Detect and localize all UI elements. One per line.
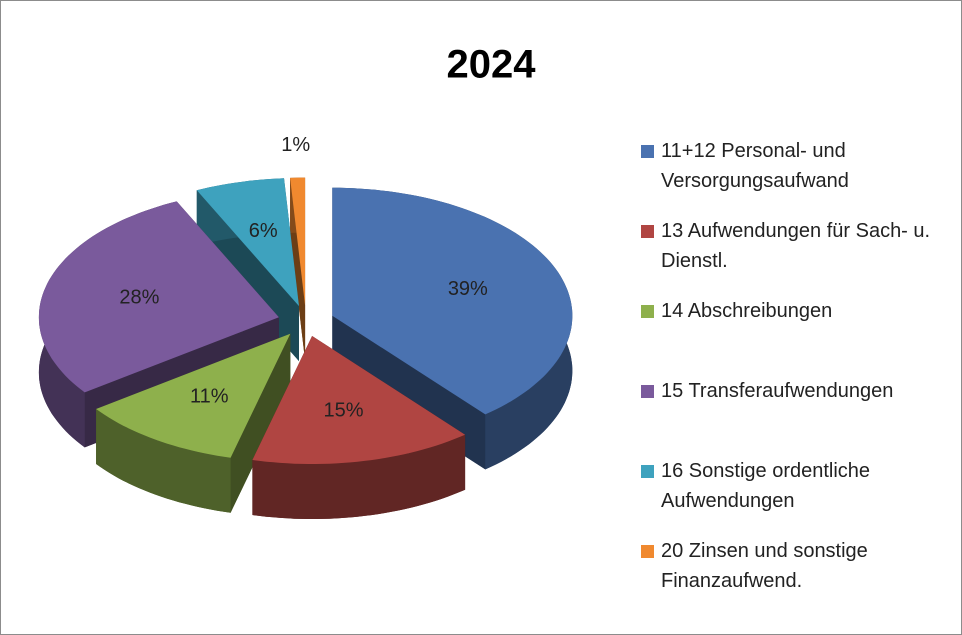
legend-item: 13 Aufwendungen für Sach- u. Dienstl. (641, 216, 941, 296)
legend-item: 16 Sonstige ordentliche Aufwendungen (641, 456, 941, 536)
slice-rim (96, 409, 231, 513)
pie-slice (38, 201, 279, 448)
legend-swatch (641, 465, 654, 478)
slice-top (196, 178, 299, 307)
slice-top (252, 336, 466, 464)
data-label: 1% (281, 134, 310, 156)
legend-swatch (641, 545, 654, 558)
pie-slice (252, 336, 466, 519)
slice-top (332, 187, 573, 415)
legend-item: 15 Transferaufwendungen (641, 376, 941, 456)
legend: 11+12 Personal- und Versorgungsaufwand 13… (641, 136, 941, 616)
pie-slice (96, 333, 291, 513)
data-label: 11% (190, 386, 229, 408)
legend-item: 14 Abschreibungen (641, 296, 941, 376)
legend-swatch (641, 145, 654, 158)
data-label: 6% (249, 220, 278, 242)
data-label: 15% (324, 399, 364, 421)
legend-label: 14 Abschreibungen (661, 300, 833, 322)
legend-swatch (641, 385, 654, 398)
chart-title: 2024 (447, 43, 537, 87)
slice-top (38, 201, 279, 393)
legend-label: 20 Zinsen und sonstige Finanzaufwend. (661, 540, 868, 592)
legend-item: 11+12 Personal- und Versorgungsaufwand (641, 136, 941, 216)
pie-slice (332, 187, 573, 470)
slice-top (290, 177, 306, 306)
legend-swatch (641, 305, 654, 318)
legend-item: 20 Zinsen und sonstige Finanzaufwend. (641, 536, 941, 616)
slice-rim (252, 434, 466, 519)
legend-label: 15 Transferaufwendungen (661, 380, 894, 402)
legend-label: 11+12 Personal- und Versorgungsaufwand (661, 140, 849, 192)
data-label: 39% (448, 278, 488, 300)
legend-swatch (641, 225, 654, 238)
legend-label: 13 Aufwendungen für Sach- u. Dienstl. (661, 220, 931, 272)
data-label: 28% (119, 286, 159, 308)
slice-top (96, 333, 291, 458)
legend-label: 16 Sonstige ordentliche Aufwendungen (661, 460, 871, 512)
